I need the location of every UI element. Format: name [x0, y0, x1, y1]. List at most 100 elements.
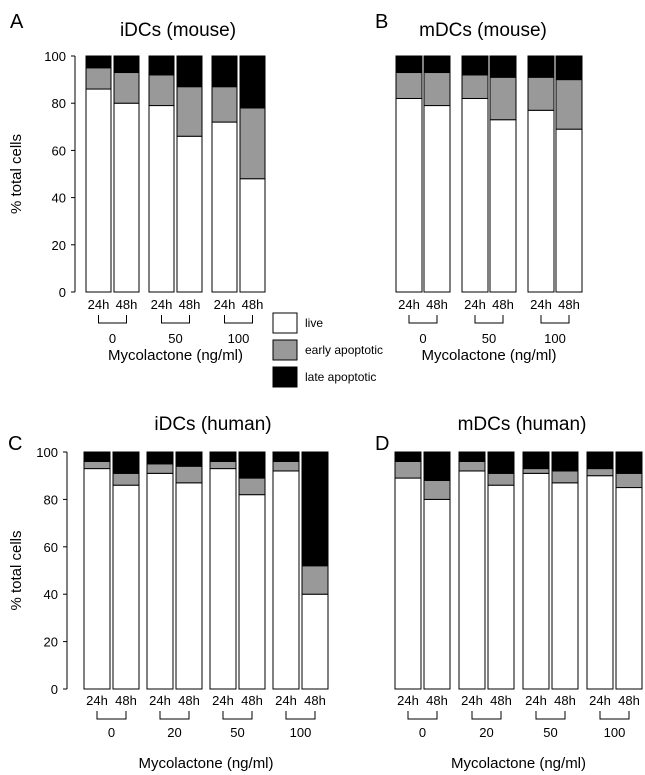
- legend-label-late: late apoptotic: [305, 370, 376, 384]
- bar-segment-late: [238, 451, 266, 479]
- time-label: 48h: [426, 297, 448, 312]
- bar-segment-early: [301, 565, 329, 595]
- time-label: 24h: [88, 297, 110, 312]
- bar-segment-early: [239, 107, 266, 180]
- panel-letter: C: [8, 433, 22, 455]
- group-bracket: [408, 315, 438, 324]
- bar-100-24h: [527, 55, 555, 293]
- legend-label-live: live: [305, 316, 323, 330]
- bar-100-24h: [272, 451, 300, 690]
- group-bracket: [407, 711, 438, 720]
- bar-segment-late: [527, 55, 555, 78]
- bar-50-24h: [522, 451, 550, 690]
- bar-segment-live: [423, 498, 451, 690]
- bar-50-48h: [551, 451, 579, 690]
- bar-100-24h: [211, 55, 238, 293]
- group-bracket: [540, 315, 570, 324]
- bar-segment-late: [586, 451, 614, 470]
- bar-segment-live: [522, 472, 550, 690]
- bar-segment-early: [394, 460, 422, 479]
- bar-segment-live: [461, 97, 489, 293]
- y-tick-label: 20: [44, 635, 58, 650]
- bar-segment-early: [522, 468, 550, 474]
- time-label: 24h: [525, 693, 547, 708]
- y-tick-label: 0: [59, 285, 66, 300]
- time-label: 48h: [179, 297, 201, 312]
- bar-segment-early: [209, 460, 237, 470]
- bar-segment-live: [176, 135, 203, 293]
- bar-segment-early: [487, 472, 515, 486]
- bar-segment-late: [394, 451, 422, 462]
- time-label: 24h: [530, 297, 552, 312]
- group-label: 100: [228, 331, 250, 346]
- bar-0-24h: [85, 55, 112, 293]
- bar-segment-live: [301, 593, 329, 690]
- time-label: 48h: [492, 297, 514, 312]
- bar-segment-early: [175, 465, 203, 484]
- time-label: 24h: [212, 693, 234, 708]
- y-tick-label: 100: [36, 445, 58, 460]
- bar-segment-late: [555, 55, 583, 81]
- bar-segment-live: [83, 468, 111, 690]
- bar-0-24h: [394, 451, 422, 690]
- bar-segment-late: [272, 451, 300, 462]
- bar-50-48h: [489, 55, 517, 293]
- bar-50-24h: [148, 55, 175, 293]
- bar-segment-live: [487, 484, 515, 690]
- bar-segment-live: [458, 470, 486, 690]
- bar-segment-late: [148, 55, 175, 76]
- bar-segment-early: [113, 72, 140, 104]
- time-label: 48h: [178, 693, 200, 708]
- bar-segment-early: [83, 460, 111, 470]
- bar-segment-early: [112, 472, 140, 486]
- bar-segment-live: [112, 484, 140, 690]
- bar-segment-live: [238, 494, 266, 690]
- bar-segment-early: [423, 479, 451, 500]
- bar-segment-live: [555, 128, 583, 293]
- bar-segment-late: [211, 55, 238, 88]
- legend: live early apoptotic late apoptotic: [272, 312, 383, 388]
- group-bracket: [224, 315, 253, 324]
- bar-segment-live: [586, 475, 614, 690]
- bar-segment-late: [113, 55, 140, 74]
- bar-segment-late: [209, 451, 237, 462]
- bar-segment-late: [301, 451, 329, 567]
- bar-segment-live: [394, 477, 422, 690]
- y-tick-label: 0: [51, 682, 58, 697]
- bar-segment-live: [489, 119, 517, 293]
- bar-segment-live: [239, 178, 266, 293]
- bar-segment-early: [395, 72, 423, 99]
- group-label: 0: [109, 331, 116, 346]
- group-bracket: [535, 711, 566, 720]
- time-label: 24h: [149, 693, 171, 708]
- bar-50-24h: [461, 55, 489, 293]
- y-tick-label: 20: [52, 238, 66, 253]
- bar-20-48h: [175, 451, 203, 690]
- bar-segment-late: [551, 451, 579, 472]
- bar-0-48h: [113, 55, 140, 293]
- group-label: 100: [544, 331, 566, 346]
- time-label: 24h: [151, 297, 173, 312]
- bar-segment-early: [238, 477, 266, 496]
- bar-segment-early: [423, 72, 451, 107]
- chart-title: iDCs (human): [154, 414, 271, 435]
- group-label: 50: [230, 725, 244, 740]
- bar-segment-live: [551, 482, 579, 690]
- bar-segment-late: [423, 55, 451, 74]
- bar-20-24h: [458, 451, 486, 690]
- bar-segment-live: [85, 88, 112, 293]
- bar-segment-early: [551, 470, 579, 484]
- bar-segment-late: [423, 451, 451, 481]
- bar-segment-late: [458, 451, 486, 462]
- bar-segment-live: [146, 472, 174, 690]
- chart-title: mDCs (human): [458, 414, 587, 435]
- time-label: 24h: [461, 693, 483, 708]
- bar-segment-early: [615, 472, 643, 489]
- time-label: 48h: [241, 693, 263, 708]
- y-tick-label: 80: [52, 96, 66, 111]
- bar-0-48h: [112, 451, 140, 690]
- time-label: 24h: [86, 693, 108, 708]
